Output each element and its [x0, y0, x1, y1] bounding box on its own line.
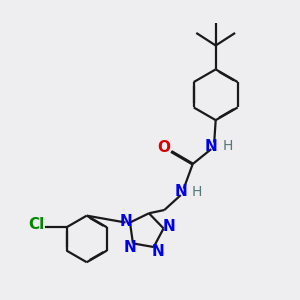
Text: H: H — [192, 184, 202, 199]
Text: Cl: Cl — [28, 218, 44, 232]
Text: O: O — [157, 140, 170, 154]
Text: N: N — [174, 184, 187, 199]
Text: N: N — [163, 218, 175, 233]
Text: N: N — [205, 139, 217, 154]
Text: N: N — [152, 244, 164, 259]
Text: H: H — [223, 139, 233, 153]
Text: N: N — [119, 214, 132, 229]
Text: N: N — [124, 240, 136, 255]
